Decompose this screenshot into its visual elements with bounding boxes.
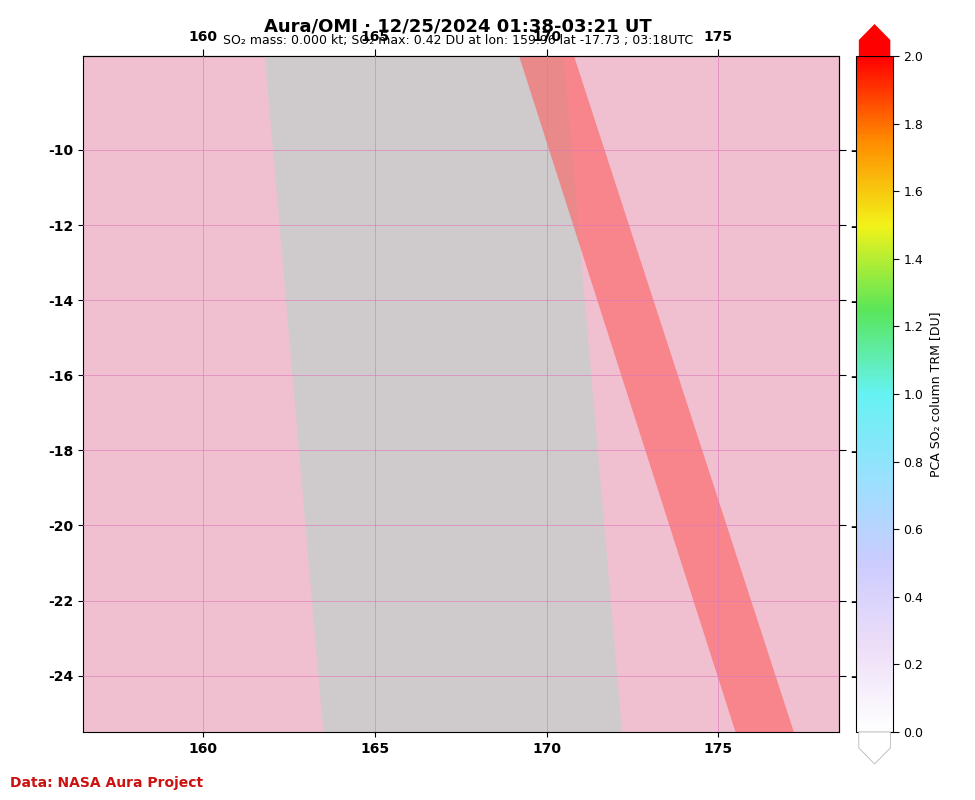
Text: Data: NASA Aura Project: Data: NASA Aura Project	[10, 776, 203, 790]
Text: SO₂ mass: 0.000 kt; SO₂ max: 0.42 DU at lon: 159.96 lat -17.73 ; 03:18UTC: SO₂ mass: 0.000 kt; SO₂ max: 0.42 DU at …	[223, 34, 693, 46]
Polygon shape	[519, 56, 794, 732]
Polygon shape	[265, 56, 622, 732]
Text: Aura/OMI · 12/25/2024 01:38-03:21 UT: Aura/OMI · 12/25/2024 01:38-03:21 UT	[264, 18, 652, 35]
Y-axis label: PCA SO₂ column TRM [DU]: PCA SO₂ column TRM [DU]	[929, 311, 942, 477]
